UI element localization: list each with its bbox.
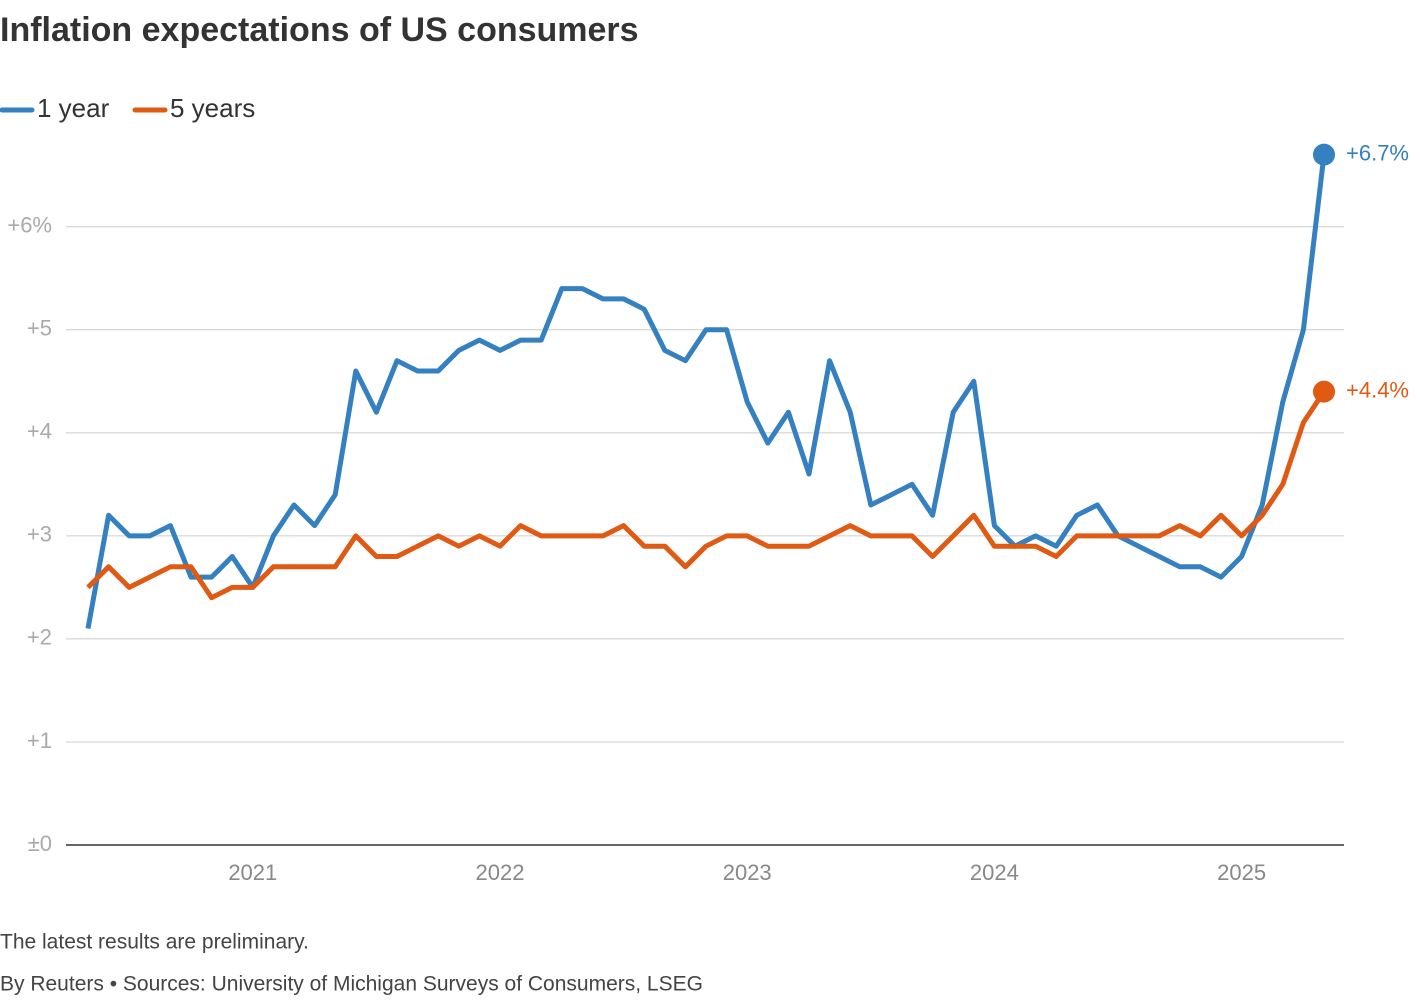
end-label: +4.4% — [1346, 377, 1409, 402]
y-tick-label: +5 — [27, 316, 52, 341]
x-tick-label: 2025 — [1217, 860, 1266, 885]
x-tick-label: 2022 — [476, 860, 525, 885]
y-tick-label: +6% — [7, 213, 52, 238]
end-point — [1313, 380, 1335, 403]
y-tick-label: +3 — [27, 522, 52, 547]
y-tick-label: +1 — [27, 728, 52, 753]
x-tick-label: 2024 — [970, 860, 1019, 885]
y-tick-label: +4 — [27, 419, 52, 444]
end-label: +6.7% — [1346, 140, 1409, 165]
x-tick-label: 2021 — [228, 860, 277, 885]
y-tick-label: +2 — [27, 625, 52, 650]
source: By Reuters • Sources: University of Mich… — [0, 973, 703, 996]
series-line — [86, 390, 1327, 601]
legend-label: 1 year — [37, 93, 110, 123]
y-tick-label: ±0 — [28, 831, 52, 856]
series-line — [85, 154, 1327, 630]
note: The latest results are preliminary. — [0, 931, 309, 954]
chart-title: Inflation expectations of US consumers — [0, 11, 639, 49]
legend-label: 5 years — [170, 93, 255, 123]
end-point — [1313, 143, 1335, 166]
x-tick-label: 2023 — [723, 860, 772, 885]
